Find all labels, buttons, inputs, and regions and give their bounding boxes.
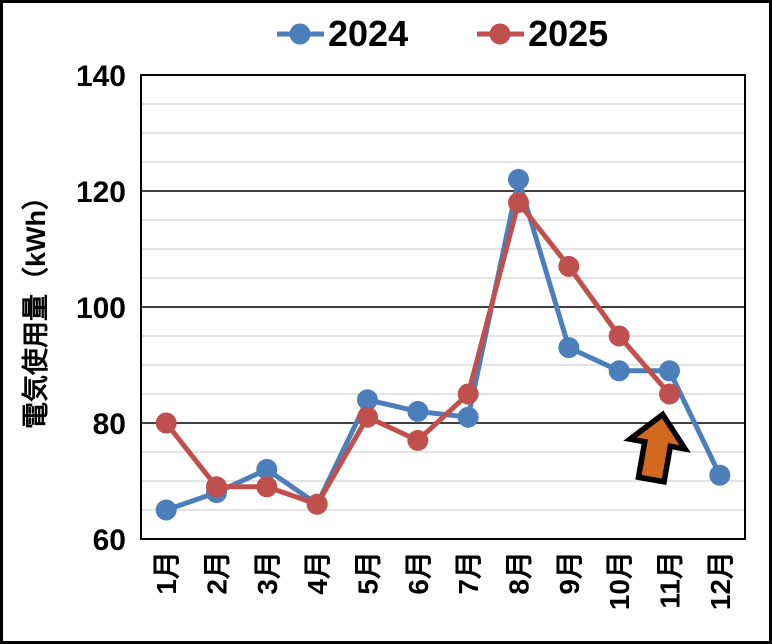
series-marker-2025	[457, 383, 479, 405]
series-marker-2024	[558, 337, 580, 359]
x-tick-label: 5月	[353, 551, 384, 595]
series-marker-2025	[608, 325, 630, 347]
legend-label-2025: 2025	[528, 13, 609, 54]
series-marker-2024	[155, 499, 177, 521]
y-axis-title: 電気使用量（kWh）	[21, 183, 51, 429]
x-tick-label: 9月	[554, 551, 585, 595]
series-marker-2024	[457, 406, 479, 428]
series-marker-2024	[256, 458, 278, 480]
y-tick-label: 100	[76, 292, 126, 325]
series-line-2024	[163, 176, 723, 513]
legend-item-2024: 2024	[276, 16, 408, 52]
series-marker-2025	[256, 476, 278, 498]
series-marker-2025	[206, 476, 227, 498]
series-marker-2024	[709, 464, 731, 486]
series-marker-2025	[155, 412, 177, 434]
x-tick-label: 11月	[655, 551, 686, 609]
series-marker-2025	[508, 192, 529, 214]
series-marker-2025	[558, 255, 580, 277]
x-tick-label: 12月	[705, 551, 736, 610]
series-marker-2025	[306, 493, 328, 515]
y-tick-label: 80	[93, 408, 126, 441]
x-tick-label: 1月	[151, 551, 182, 595]
x-tick-label: 2月	[202, 551, 233, 595]
y-tick-label: 140	[76, 60, 126, 93]
x-tick-label: 7月	[453, 551, 484, 595]
legend-marker-2025-icon	[477, 23, 525, 45]
series-marker-2025	[659, 383, 680, 405]
series-marker-2025	[407, 429, 429, 451]
series-marker-2024	[659, 360, 680, 382]
series-line-2025	[163, 200, 672, 507]
legend-marker-2024-icon	[277, 23, 324, 45]
plot-border	[140, 74, 746, 540]
series-marker-2024	[608, 360, 630, 382]
x-tick-label: 6月	[403, 551, 434, 595]
legend: 2024 2025	[276, 16, 608, 52]
series-marker-2025	[357, 406, 378, 428]
y-tick-label: 60	[93, 524, 126, 557]
series-marker-2024	[407, 400, 429, 422]
x-tick-label: 3月	[252, 551, 283, 595]
y-tick-label: 120	[76, 176, 126, 209]
series-marker-2024	[508, 168, 529, 190]
x-tick-label: 8月	[504, 551, 535, 595]
series-marker-2024	[357, 389, 378, 411]
x-tick-label: 4月	[302, 551, 333, 595]
x-tick-label: 10月	[604, 551, 635, 610]
legend-label-2024: 2024	[328, 13, 409, 54]
annotation-arrow-icon	[623, 410, 691, 485]
legend-item-2025: 2025	[476, 16, 608, 52]
